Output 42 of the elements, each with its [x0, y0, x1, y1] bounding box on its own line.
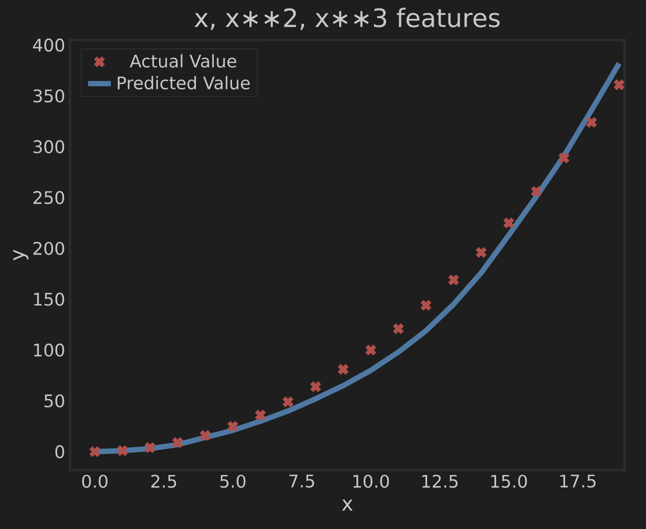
point: [585, 116, 598, 128]
y-tick-label: 250: [33, 191, 64, 204]
x-tick-label: 10.0: [353, 474, 389, 488]
point: [337, 363, 350, 376]
point: [172, 436, 184, 449]
point: [392, 322, 404, 335]
point: [226, 420, 239, 432]
point: [558, 152, 570, 164]
y-tick-label: 0: [55, 445, 64, 458]
point: [199, 429, 212, 442]
y-tick-label: 100: [34, 343, 64, 357]
x-tick-label: 5.0: [220, 474, 246, 488]
x-axis-title: x: [342, 500, 353, 511]
x-tick-label: 2.5: [151, 474, 176, 488]
point: [364, 344, 377, 356]
point: [475, 246, 488, 259]
point: [88, 446, 101, 458]
point: [447, 274, 460, 286]
point: [116, 444, 129, 457]
point: [254, 409, 267, 422]
x-tick-label: 15.0: [491, 474, 527, 488]
x-tick-label: 12.5: [422, 474, 458, 488]
legend-label: Actual Value: [130, 54, 236, 68]
point: [310, 380, 322, 393]
y-axis-title: y: [13, 250, 28, 260]
x-tick-label: 17.5: [560, 474, 596, 488]
x-tick-label: 0.0: [82, 474, 108, 488]
x-tick-label: 7.5: [289, 474, 314, 488]
point: [282, 396, 294, 408]
y-tick-label: 400: [33, 38, 64, 52]
point: [530, 185, 542, 198]
y-tick-label: 200: [33, 242, 64, 255]
point: [613, 78, 626, 91]
chart-title: x, x∗∗2, x∗∗3 features: [194, 8, 500, 30]
y-tick-label: 350: [34, 89, 64, 102]
point: [502, 216, 515, 230]
legend-label: Predicted Value: [118, 76, 250, 90]
y-tick-label: 50: [44, 394, 64, 408]
point: [144, 442, 156, 454]
point: [420, 299, 432, 312]
y-tick-label: 300: [34, 140, 64, 154]
y-tick-label: 150: [34, 292, 64, 306]
